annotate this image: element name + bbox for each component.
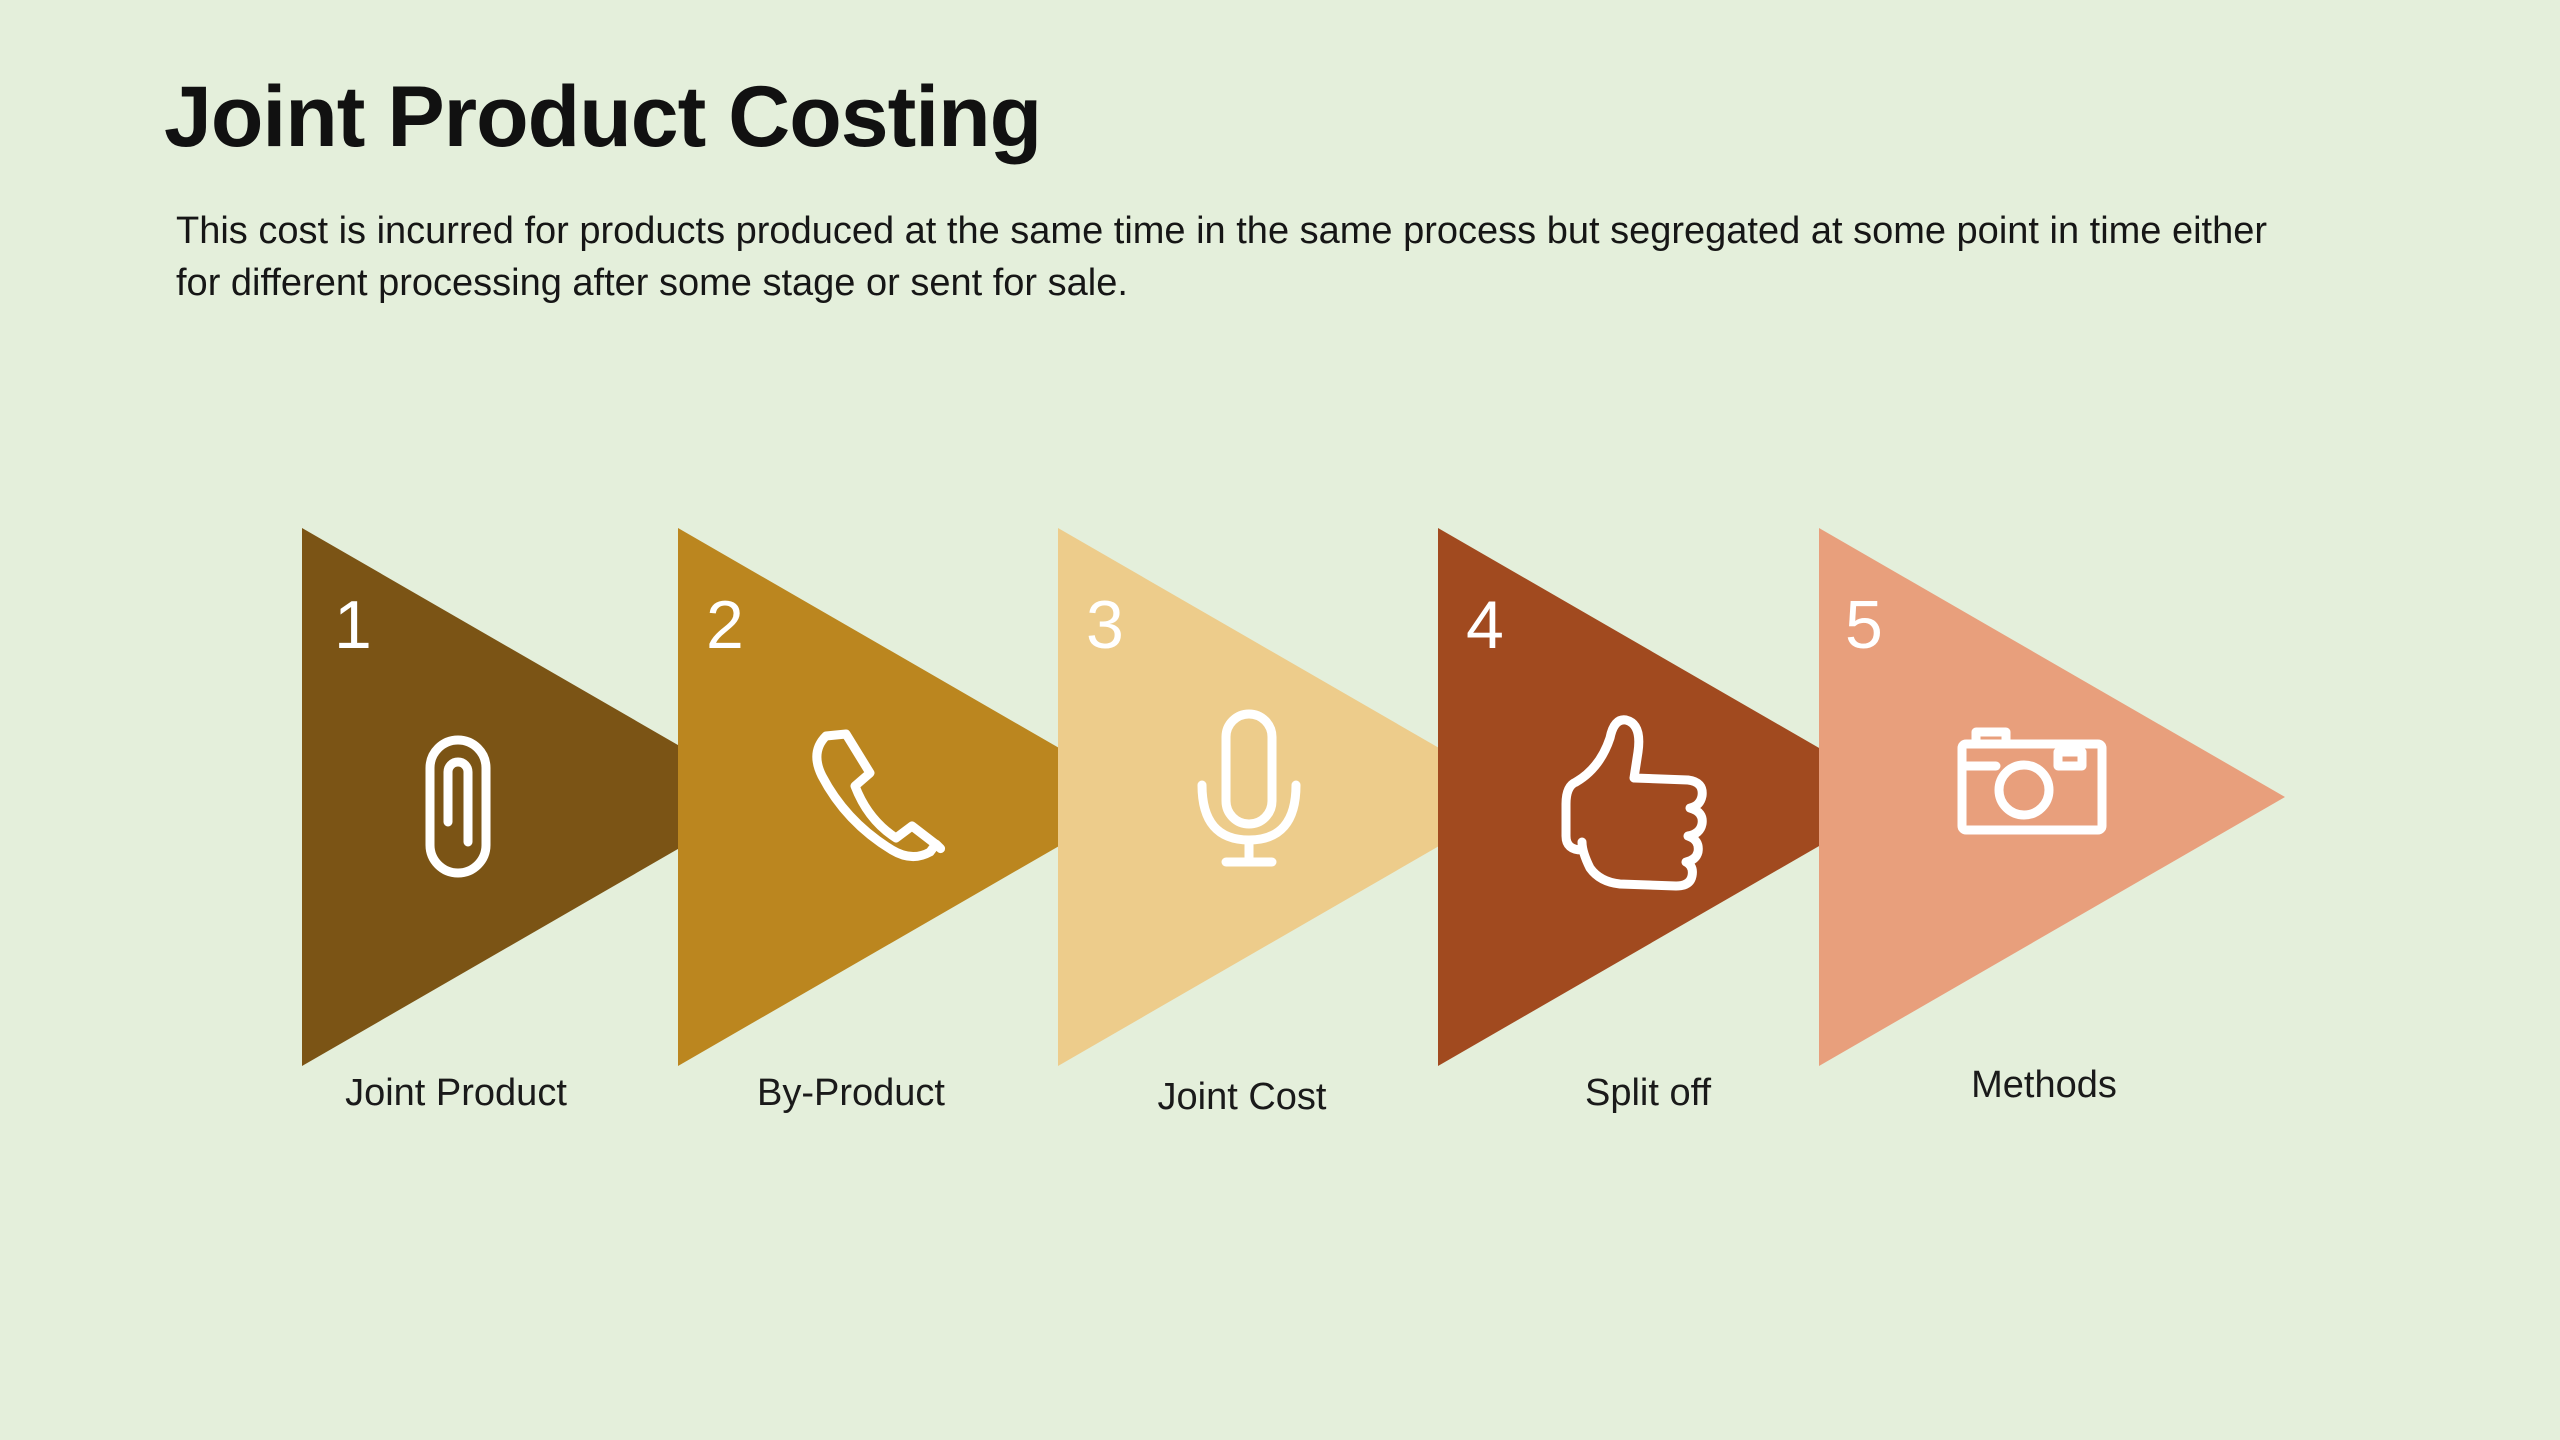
phone-icon: [812, 729, 946, 861]
slide-description: This cost is incurred for products produ…: [176, 210, 2268, 304]
step-4-arrow: [1438, 528, 1904, 1066]
step-3: 3: [1058, 528, 1524, 1066]
step-3-number: 3: [1086, 587, 1124, 663]
thumbs-up-icon: [1561, 715, 1707, 891]
step-1-arrow: [302, 528, 768, 1066]
step-4: 4: [1438, 528, 1904, 1066]
step-4-number: 4: [1466, 587, 1504, 663]
step-4-label: Split off: [1584, 1072, 1712, 1114]
step-5-label: Methods: [1971, 1064, 2117, 1106]
step-3-label: Joint Cost: [1157, 1076, 1327, 1118]
camera-icon: [1957, 727, 2107, 835]
step-2-number: 2: [706, 587, 744, 663]
paperclip-icon: [425, 735, 491, 878]
step-2-arrow: [678, 528, 1144, 1066]
step-2: 2: [678, 528, 1144, 1066]
step-2-label: By-Product: [757, 1072, 945, 1114]
step-1-label: Joint Product: [345, 1072, 567, 1114]
step-5: 5: [1819, 528, 2285, 1066]
step-1-number: 1: [334, 587, 372, 663]
slide-title: Joint Product Costing: [164, 69, 1042, 165]
microphone-icon: [1197, 709, 1301, 867]
step-1: 1: [302, 528, 768, 1066]
step-5-number: 5: [1845, 587, 1883, 663]
